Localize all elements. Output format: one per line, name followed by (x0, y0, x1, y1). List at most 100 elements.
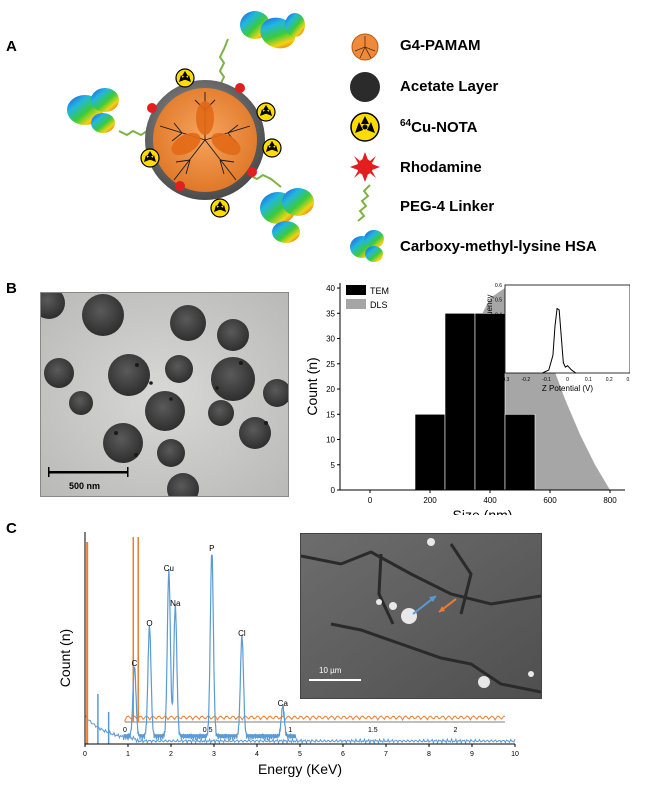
zeta-x-tick-label: 0.3 (627, 377, 630, 383)
eds-x-tick-label: 10 (511, 751, 519, 758)
legend-icon-radioactive (348, 110, 382, 144)
zeta-x-axis-label: Z Potential (V) (542, 384, 593, 393)
tem-micrograph: 500 nm (40, 292, 289, 497)
sem-scale-bar (309, 679, 361, 681)
size-x-tick-label: 600 (543, 496, 557, 505)
zeta-y-tick-label: 0.5 (495, 298, 502, 304)
nanoparticle-schematic (67, 11, 314, 243)
eds-inset-tick-label: 1 (288, 727, 292, 734)
zeta-y-tick-label: 0.1 (495, 356, 502, 362)
zeta-x-tick-label: -0.1 (542, 377, 551, 383)
size-y-tick-label: 10 (326, 436, 335, 445)
legend-label-rhodamine: Rhodamine (400, 159, 482, 176)
eds-x-tick-label: 8 (427, 751, 431, 758)
zeta-y-tick-label: 0.2 (495, 342, 502, 348)
legend-label-linker: PEG-4 Linker (400, 198, 495, 215)
sem-cracks (301, 543, 541, 694)
eds-x-tick-label: 4 (255, 751, 259, 758)
legend-label-acetate: Acetate Layer (400, 78, 499, 95)
eds-x-tick-label: 7 (384, 751, 388, 758)
sem-particles (376, 538, 534, 688)
legend-text-dls: DLS (370, 300, 388, 310)
sem-image: 10 µm (300, 533, 542, 699)
eds-peak-label: Na (170, 599, 181, 608)
zeta-x-tick-label: -0.2 (522, 377, 531, 383)
sem-scale-label: 10 µm (319, 666, 342, 675)
eds-x-tick-label: 1 (126, 751, 130, 758)
eds-inset-tick-label: 0 (123, 727, 127, 734)
size-y-tick-label: 40 (326, 284, 335, 293)
eds-peak-label: O (146, 619, 152, 628)
legend-label-cu-nota: 64Cu-NOTA (400, 118, 478, 136)
eds-inset-tick-label: 2 (453, 727, 457, 734)
eds-x-tick-label: 9 (470, 751, 474, 758)
zeta-y-tick-label: 0.4 (495, 312, 502, 318)
tem-nanoparticles (41, 293, 288, 496)
zeta-x-tick-label: 0 (566, 377, 569, 383)
tem-bar (504, 413, 536, 491)
zeta-curve (542, 307, 577, 374)
legend-label-protein: Carboxy-methyl-lysine HSA (400, 238, 597, 255)
size-x-tick-label: 200 (423, 496, 437, 505)
legend-icon-dendrimer (348, 30, 382, 64)
protein-1 (240, 11, 305, 49)
zeta-y-tick-label: 0.6 (495, 283, 502, 289)
size-distribution-chart: 0 200 400 600 800 0 5 10 15 20 25 30 35 40 Size (nm) Co… (305, 283, 630, 515)
zeta-inset-frame (504, 284, 630, 374)
eds-x-tick-label: 3 (212, 751, 216, 758)
tem-scale-label: 500 nm (69, 481, 100, 491)
eds-peak-label: C (132, 659, 138, 668)
tem-bar (414, 413, 446, 491)
size-x-tick-label: 400 (483, 496, 497, 505)
legend-swatch-dls (346, 299, 366, 309)
eds-blue-trace (123, 554, 297, 741)
eds-x-tick-label: 5 (298, 751, 302, 758)
zeta-x-tick-label: 0.1 (585, 377, 592, 383)
rhodamine-markers (147, 83, 257, 191)
size-y-tick-label: 15 (326, 410, 335, 419)
panel-label-c: C (6, 520, 17, 537)
zeta-x-tick-label: -0.3 (501, 377, 510, 383)
eds-peak-label: Cu (164, 564, 174, 573)
panel-label-b: B (6, 280, 17, 297)
eds-peak-label: P (209, 544, 214, 553)
eds-x-tick-label: 0 (83, 751, 87, 758)
panel-label-a: A (6, 38, 17, 55)
legend-swatch-tem (346, 285, 366, 295)
eds-orange-trace (124, 715, 506, 722)
legend-text-tem: TEM (370, 286, 389, 296)
cu-nota-text: Cu-NOTA (411, 119, 478, 136)
size-y-tick-label: 25 (326, 360, 335, 369)
eds-x-axis-label: Energy (KeV) (258, 761, 342, 777)
size-x-axis-label: Size (nm) (453, 507, 513, 515)
tem-bar (474, 312, 506, 491)
size-y-tick-label: 5 (331, 461, 336, 470)
legend-icon-rhodamine (348, 150, 382, 184)
eds-peak-label: Ca (278, 699, 289, 708)
size-y-tick-label: 20 (326, 385, 335, 394)
eds-x-tick-label: 6 (341, 751, 345, 758)
eds-x-tick-label: 2 (169, 751, 173, 758)
protein-2 (67, 88, 119, 133)
legend-label-g4-pamam: G4-PAMAM (400, 37, 481, 54)
eds-inset-tick-label: 1.5 (368, 727, 378, 734)
eds-peak-label: Cl (238, 629, 246, 638)
size-x-tick-label: 800 (603, 496, 617, 505)
zeta-y-axis-label: Relative Frequency (485, 295, 494, 364)
size-y-tick-label: 30 (326, 335, 335, 344)
legend-icon-protein (348, 228, 388, 262)
tem-bar (444, 312, 476, 491)
radioactive-markers (140, 68, 282, 218)
eds-y-axis-label: Count (n) (57, 629, 73, 687)
peg-linker-1 (218, 38, 229, 86)
cu-isotope-sup: 64 (400, 118, 412, 129)
size-y-tick-label: 0 (331, 486, 336, 495)
size-y-axis-label: Count (n) (305, 357, 320, 415)
protein-3 (260, 188, 314, 243)
size-y-tick-label: 35 (326, 309, 335, 318)
zeta-y-tick-label: 0.3 (495, 327, 502, 333)
zeta-y-tick-label: 0 (499, 371, 502, 377)
eds-baseline-trace (84, 715, 516, 745)
tem-scale-bar (48, 471, 128, 474)
